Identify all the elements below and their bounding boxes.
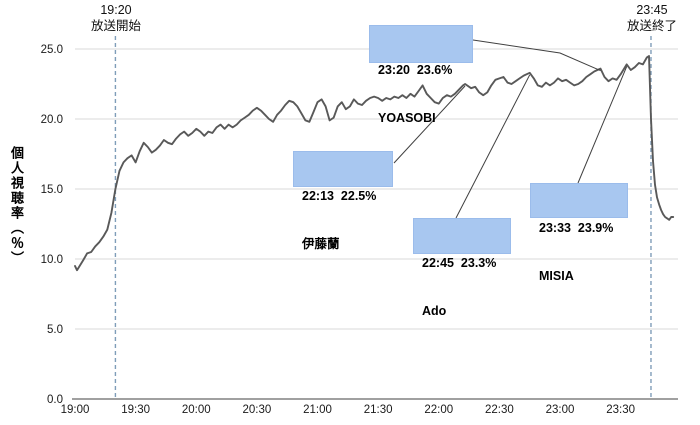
x-tick-label: 20:00 bbox=[182, 404, 211, 416]
callout-yoasobi: 23:20 23.6% YOASOBI bbox=[369, 25, 473, 125]
x-tick-label: 23:00 bbox=[546, 404, 575, 416]
broadcast-end-time: 23:45 bbox=[636, 3, 668, 17]
callout-itoran-line1: 22:13 22.5% bbox=[302, 188, 377, 203]
y-tick-label: 20.0 bbox=[41, 114, 63, 126]
callout-connector-yoasobi bbox=[472, 39, 601, 72]
callout-yoasobi-line1: 23:20 23.6% bbox=[378, 62, 453, 77]
x-tick-label: 22:00 bbox=[424, 404, 453, 416]
x-tick-label: 21:00 bbox=[303, 404, 332, 416]
y-tick-label: 25.0 bbox=[41, 44, 63, 56]
y-axis-title: 個人視聴率（％） bbox=[9, 146, 24, 266]
x-tick-label: 19:30 bbox=[121, 404, 150, 416]
callout-itoran: 22:13 22.5% 伊藤蘭 bbox=[293, 151, 393, 251]
callout-misia: 23:33 23.9% MISIA bbox=[530, 183, 628, 283]
x-tick-label: 23:30 bbox=[606, 404, 635, 416]
x-tick-label: 21:30 bbox=[364, 404, 393, 416]
callout-misia-line1: 23:33 23.9% bbox=[539, 220, 614, 235]
callout-itoran-line2: 伊藤蘭 bbox=[302, 237, 340, 252]
y-tick-label: 15.0 bbox=[41, 184, 63, 196]
x-tick-label: 22:30 bbox=[485, 404, 514, 416]
x-tick-label: 19:00 bbox=[61, 404, 90, 416]
x-tick-label: 20:30 bbox=[242, 404, 271, 416]
y-tick-label: 10.0 bbox=[41, 254, 63, 266]
broadcast-end-label: 23:45 放送終了 bbox=[627, 2, 677, 35]
y-tick-label: 0.0 bbox=[47, 394, 63, 406]
y-tick-label: 5.0 bbox=[47, 324, 63, 336]
callout-ado-line1: 22:45 23.3% bbox=[422, 255, 497, 270]
callout-ado-line2: Ado bbox=[422, 304, 447, 319]
callout-connector-ado bbox=[455, 74, 531, 219]
broadcast-start-text: 放送開始 bbox=[90, 19, 142, 34]
rating-line-series bbox=[74, 55, 675, 272]
callout-yoasobi-line2: YOASOBI bbox=[378, 111, 436, 126]
callout-connector-misia bbox=[577, 66, 628, 184]
callout-ado: 22:45 23.3% Ado bbox=[413, 218, 511, 318]
callout-misia-line2: MISIA bbox=[539, 269, 574, 284]
broadcast-end-text: 放送終了 bbox=[626, 19, 678, 34]
broadcast-start-time: 19:20 bbox=[100, 3, 132, 17]
callout-connector-itoran bbox=[393, 85, 466, 164]
broadcast-start-label: 19:20 放送開始 bbox=[91, 2, 141, 35]
